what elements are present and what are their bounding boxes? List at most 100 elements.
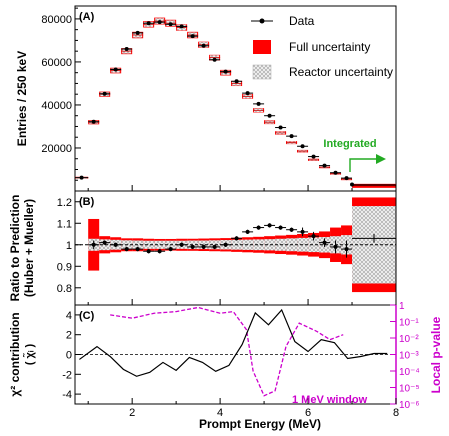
ratio-reactor-band — [253, 239, 265, 251]
integrated-label: Integrated — [323, 138, 376, 150]
ratio-reactor-band — [264, 239, 276, 251]
p-value-tick-label: 1 — [399, 301, 405, 312]
data-point — [234, 79, 239, 84]
panel-b-y-label-2: (Huber + Mueller) — [22, 199, 36, 297]
ratio-point — [322, 240, 327, 245]
data-point — [350, 182, 355, 187]
data-point — [267, 113, 272, 118]
p-value-tick-label: 10⁻³ — [399, 351, 419, 362]
ratio-point — [234, 236, 239, 241]
data-point — [179, 24, 184, 29]
p-value-tick-label: 10⁻¹ — [399, 318, 419, 329]
ratio-point — [289, 227, 294, 232]
ratio-point — [168, 247, 173, 252]
ratio-point — [212, 244, 217, 249]
y-tick-label: 1.1 — [57, 218, 72, 230]
p-value-curve — [110, 306, 344, 397]
ratio-point — [190, 244, 195, 249]
ratio-point — [267, 223, 272, 228]
p-value-tick-label: 10⁻⁶ — [399, 400, 420, 411]
panel-a-data-points — [75, 20, 355, 187]
data-point — [79, 175, 84, 180]
legend-reactor-swatch — [252, 64, 272, 80]
y-tick-label: 1 — [66, 240, 72, 252]
data-point — [146, 21, 151, 26]
panel-a-frame — [74, 5, 397, 192]
data-point — [245, 91, 250, 96]
y-tick-label: 20000 — [41, 143, 72, 155]
panel-b: (B) 0.8 0.9 1 1.1 1.2 Ratio to Prediction (H… — [8, 190, 397, 306]
ratio-point — [311, 234, 316, 239]
ratio-point — [135, 247, 140, 252]
legend-reactor-label: Reactor uncertainty — [289, 65, 393, 79]
ratio-point — [91, 242, 96, 247]
ratio-point — [179, 242, 184, 247]
panel-c: (C) -4 -2 0 2 4 10⁻⁶ 10⁻⁵ 10⁻⁴ 10⁻³ 10⁻² 10⁻¹ 1 2 4… — [8, 185, 443, 431]
ratio-reactor-band — [154, 240, 166, 249]
window-annotation: 1 MeV window — [292, 394, 368, 406]
x-axis: 2 4 6 8 — [87, 185, 399, 419]
data-point — [344, 176, 349, 181]
x-axis-label: Prompt Energy (MeV) — [199, 417, 321, 431]
p-value-tick-label: 10⁻⁴ — [399, 367, 420, 378]
ratio-point — [113, 242, 118, 247]
panel-a-y-axis: 20000 40000 60000 80000 — [41, 7, 81, 181]
legend: Data Full uncertainty Reactor uncertaint… — [251, 14, 393, 80]
ratio-point — [157, 249, 162, 254]
p-value-tick-label: 10⁻⁵ — [399, 384, 420, 395]
y-tick-label: 4 — [66, 310, 72, 322]
legend-full-swatch — [253, 40, 271, 54]
integrated-arrow-head — [376, 154, 386, 164]
chi2-curve — [79, 308, 388, 377]
ratio-reactor-band — [143, 240, 155, 249]
data-point — [135, 30, 140, 35]
data-point — [333, 170, 338, 175]
integrated-prediction-bar — [352, 183, 396, 188]
x-tick-label: 8 — [393, 407, 399, 419]
y-tick-label: -2 — [62, 369, 72, 381]
data-point — [190, 34, 195, 39]
ratio-point — [256, 225, 261, 230]
data-point — [113, 67, 118, 72]
data-point — [256, 101, 261, 106]
ratio-point — [344, 247, 349, 252]
y-tick-label: 80000 — [41, 14, 72, 26]
y-tick-label: 2 — [66, 330, 72, 342]
panel-b-ratio-points — [88, 223, 396, 258]
data-point — [223, 69, 228, 74]
panel-a-y-label: Entries / 250 keV — [15, 51, 29, 146]
ratio-point — [278, 225, 283, 230]
ratio-point — [102, 240, 107, 245]
x-tick-label: 6 — [305, 407, 311, 419]
panel-a: (A) 20000 40000 60000 80000 Entries / 250 k… — [15, 5, 397, 192]
data-point — [278, 125, 283, 130]
panel-b-y-label: Ratio to Prediction — [8, 195, 22, 302]
ratio-point — [124, 247, 129, 252]
ratio-point — [223, 242, 228, 247]
data-point — [91, 119, 96, 124]
integrated-reactor-band — [352, 206, 396, 284]
ratio-reactor-band — [308, 237, 320, 253]
x-tick-label: 4 — [217, 407, 223, 419]
legend-data-label: Data — [289, 14, 315, 28]
panel-c-label: (C) — [79, 310, 95, 322]
legend-data-marker — [259, 18, 265, 24]
x-tick-label: 2 — [129, 407, 135, 419]
y-tick-label: 0.8 — [57, 283, 72, 295]
data-point — [102, 91, 107, 96]
panel-c-y-label-2: ( χ̃ᵢ ) — [23, 344, 36, 366]
y-tick-label: 0.9 — [57, 261, 72, 273]
data-point — [201, 43, 206, 48]
y-tick-label: 0 — [66, 350, 72, 362]
y-tick-label: 1.2 — [57, 197, 72, 209]
ratio-point — [201, 244, 206, 249]
p-value-axis-label: Local p-value — [429, 316, 443, 393]
panel-c-y-label: χ² contribution — [8, 312, 22, 396]
panel-b-y-axis: 0.8 0.9 1 1.1 1.2 — [57, 197, 81, 295]
data-point — [212, 57, 217, 62]
panel-c-p-value-axis: 10⁻⁶ 10⁻⁵ 10⁻⁴ 10⁻³ 10⁻² 10⁻¹ 1 — [390, 301, 420, 411]
data-point — [300, 144, 305, 149]
data-point — [311, 154, 316, 159]
data-point — [157, 20, 162, 25]
